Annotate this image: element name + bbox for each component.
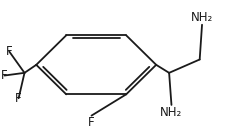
Text: F: F — [88, 116, 95, 129]
Text: NH₂: NH₂ — [191, 11, 213, 24]
Text: NH₂: NH₂ — [160, 106, 183, 119]
Text: F: F — [1, 69, 8, 82]
Text: F: F — [6, 45, 13, 58]
Text: F: F — [15, 92, 22, 105]
